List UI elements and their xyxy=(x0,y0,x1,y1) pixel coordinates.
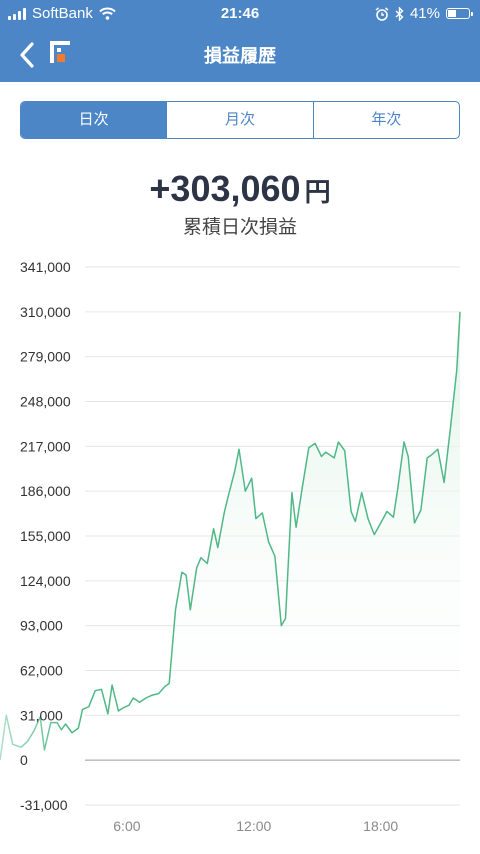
y-tick-label: 31,000 xyxy=(20,707,63,723)
app-logo-icon xyxy=(50,41,70,63)
series-line xyxy=(0,311,461,761)
tab-daily[interactable]: 日次 xyxy=(21,102,167,138)
y-tick-label: 310,000 xyxy=(20,304,71,320)
tab-yearly[interactable]: 年次 xyxy=(312,102,459,138)
page-title: 損益履歴 xyxy=(204,46,276,66)
y-tick-label: -31,000 xyxy=(20,797,68,813)
y-tick-label: 0 xyxy=(20,752,28,768)
y-tick-label: 155,000 xyxy=(20,528,71,544)
status-time: 21:46 xyxy=(220,5,260,22)
left-fade xyxy=(0,250,70,825)
x-tick-label: 18:00 xyxy=(363,818,398,834)
summary-label: 累積日次損益 xyxy=(182,217,297,238)
x-tick-label: 12:00 xyxy=(236,818,271,834)
period-tabs: 日次 月次 年次 xyxy=(20,101,460,139)
y-tick-label: 217,000 xyxy=(20,438,71,454)
battery-level xyxy=(448,10,456,17)
y-tick-label: 341,000 xyxy=(20,259,71,275)
y-tick-label: 186,000 xyxy=(20,483,71,499)
y-tick-label: 279,000 xyxy=(20,349,71,365)
tab-monthly[interactable]: 月次 xyxy=(166,102,312,138)
back-button[interactable] xyxy=(14,38,44,72)
carrier-name: SoftBank xyxy=(32,5,93,22)
profit-chart: 6:00 12:00 18:00 341,000 310,000 279,000 248,0… xyxy=(0,250,461,834)
chevron-left-icon xyxy=(20,42,34,68)
total-profit-value: +303,060 xyxy=(149,168,301,209)
y-tick-label: 248,000 xyxy=(20,394,71,410)
signal-icon xyxy=(8,7,26,20)
status-left: SoftBank xyxy=(8,5,116,22)
series-area xyxy=(0,311,460,761)
y-tick-label: 124,000 xyxy=(20,573,71,589)
y-tick-label: 62,000 xyxy=(20,663,63,679)
status-right: 41% xyxy=(375,5,473,22)
battery-percent: 41% xyxy=(409,5,440,22)
battery-icon xyxy=(446,8,473,19)
bluetooth-icon xyxy=(395,6,404,21)
wifi-icon xyxy=(99,7,116,20)
summary-total: +303,060 円 xyxy=(0,168,480,210)
nav-bar: 損益履歴 xyxy=(0,28,480,82)
status-bar: SoftBank 21:46 41% xyxy=(0,0,480,28)
y-tick-label: 93,000 xyxy=(20,618,63,634)
alarm-icon xyxy=(375,6,389,21)
x-tick-label: 6:00 xyxy=(113,818,140,834)
currency-unit: 円 xyxy=(304,177,331,207)
